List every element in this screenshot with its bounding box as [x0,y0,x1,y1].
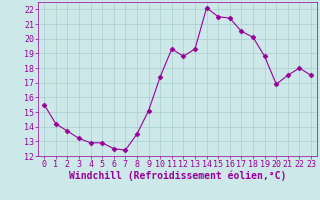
X-axis label: Windchill (Refroidissement éolien,°C): Windchill (Refroidissement éolien,°C) [69,171,286,181]
